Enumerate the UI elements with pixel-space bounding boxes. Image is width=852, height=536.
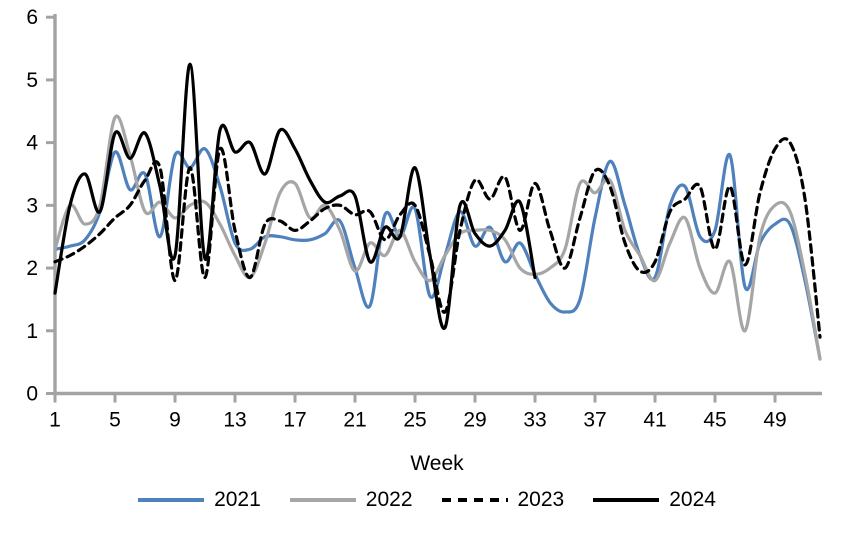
y-tick-label: 6 — [26, 6, 38, 29]
legend-item-2024: 2024 — [591, 489, 716, 510]
x-tick-label: 21 — [343, 409, 366, 432]
legend-item-2023: 2023 — [440, 488, 565, 511]
legend-label-2024: 2024 — [669, 488, 716, 511]
legend-item-2022: 2022 — [288, 489, 413, 510]
series-line-2024 — [53, 62, 537, 330]
x-tick-label: 41 — [643, 409, 666, 432]
y-tick-label: 1 — [26, 320, 38, 343]
series-line-2022 — [53, 114, 822, 361]
x-axis-title: Week — [410, 452, 464, 475]
legend-line-sample-2022 — [289, 497, 356, 502]
x-tick-label: 17 — [283, 409, 306, 432]
x-tick-label: 33 — [523, 409, 546, 432]
series-lines — [53, 62, 822, 361]
x-tick-label: 1 — [49, 409, 61, 432]
x-tick-label: 49 — [763, 409, 786, 432]
legend-label-2021: 2021 — [214, 488, 261, 511]
y-tick-label: 5 — [26, 69, 38, 92]
x-tick-label: 5 — [109, 409, 121, 432]
legend-label-2022: 2022 — [365, 488, 413, 511]
legend-item-2021: 2021 — [136, 489, 261, 510]
x-tick-label: 29 — [463, 409, 486, 432]
x-tick-label: 9 — [169, 409, 181, 432]
legend: 2021 2022 2023 2024 — [0, 489, 852, 510]
legend-line-sample-2021 — [138, 497, 205, 502]
legend-line-sample-2024 — [593, 497, 660, 502]
y-tick-label: 0 — [26, 383, 38, 406]
x-tick-label: 45 — [703, 409, 726, 432]
legend-label-2023: 2023 — [517, 488, 565, 511]
y-tick-label: 2 — [26, 257, 38, 280]
x-tick-label: 25 — [403, 409, 426, 432]
y-tick-label: 3 — [26, 194, 38, 217]
y-tick-label: 4 — [26, 132, 38, 155]
legend-line-sample-2023 — [441, 497, 508, 502]
x-tick-label: 13 — [223, 409, 246, 432]
x-tick-label: 37 — [583, 409, 606, 432]
